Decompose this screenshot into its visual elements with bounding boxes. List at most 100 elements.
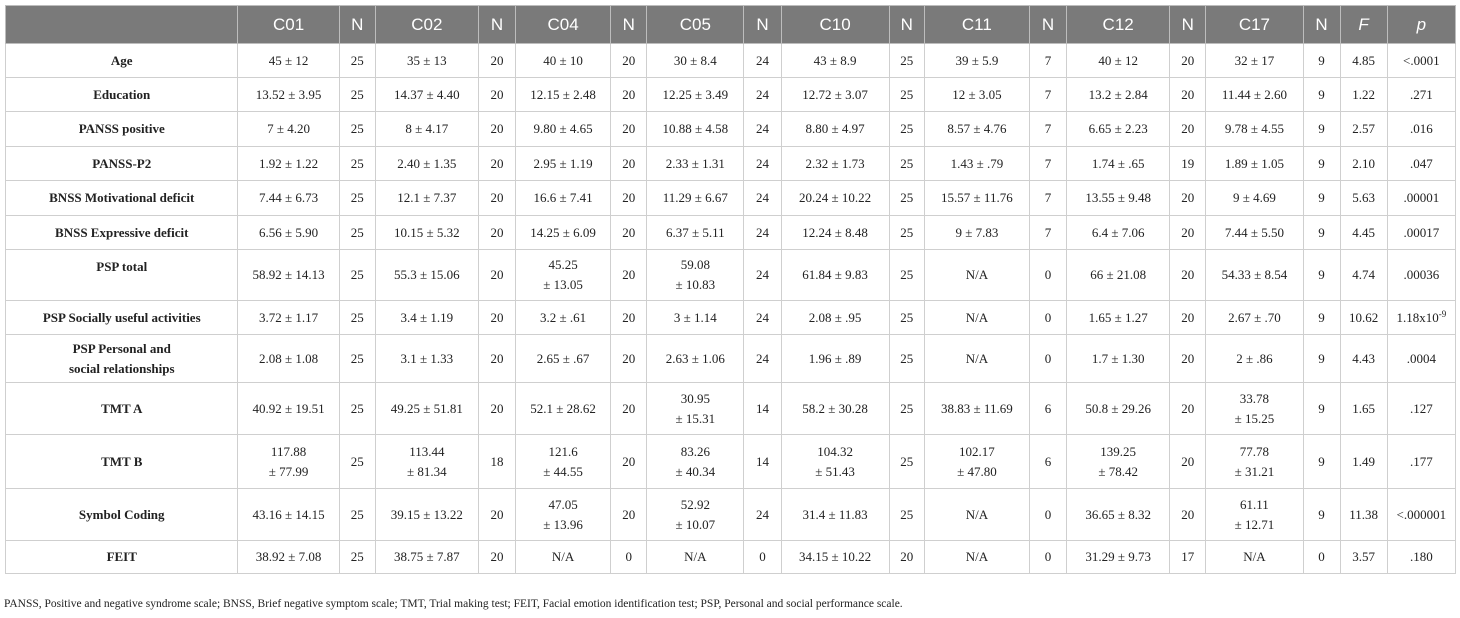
cell-line: 25 xyxy=(900,121,914,136)
table-cell: 1.43 ± .79 xyxy=(923,146,1030,181)
table-cell: 1.96 ± .89 xyxy=(780,334,890,383)
table-cell: 6.65 ± 2.23 xyxy=(1066,111,1171,147)
cell-line: 50.8 ± 29.26 xyxy=(1085,400,1151,416)
cell-line: 9 xyxy=(1318,86,1325,102)
cell-line: 25 xyxy=(350,506,364,522)
table-cell: 2.40 ± 1.35 xyxy=(374,146,479,181)
cell-line: 1.49 xyxy=(1352,453,1375,469)
row-label-line: social relationships xyxy=(68,360,175,376)
cell-line: 12.72 ± 3.07 xyxy=(802,86,868,102)
table-cell: 24 xyxy=(743,488,782,541)
cell-line: 66 ± 21.08 xyxy=(1090,267,1147,282)
cell-line: 47.05 xyxy=(548,496,578,512)
cell-line: 25 xyxy=(350,350,364,366)
table-cell: 33.78 ± 15.25 xyxy=(1205,382,1304,435)
cell-line: 25 xyxy=(350,309,364,325)
cell-line: 25 xyxy=(350,52,364,68)
cell-line: 7 xyxy=(1044,52,1052,68)
cell-line: 9 xyxy=(1318,224,1325,240)
cell-line: 25 xyxy=(900,309,914,325)
cell-line: .271 xyxy=(1409,86,1433,102)
table-cell: 20 xyxy=(1169,215,1207,250)
table-cell: 10.62 xyxy=(1339,300,1388,335)
cell-line: 121.6 xyxy=(548,443,578,459)
table-cell: 20 xyxy=(1169,300,1207,335)
cell-line: N/A xyxy=(965,549,989,564)
cell-line: 9 xyxy=(1318,350,1325,366)
table-cell: 12.15 ± 2.48 xyxy=(514,77,612,112)
cell-line: 20 xyxy=(490,224,504,240)
cell-line: 1.74 ± .65 xyxy=(1091,155,1145,171)
row-label-line: BNSS Motivational deficit xyxy=(49,190,195,205)
table-cell: 0 xyxy=(1028,334,1068,383)
table-row: BNSS Expressive deficit 6.56 ± 5.90 25 10.1… xyxy=(4,215,1457,250)
cell-line: 7 ± 4.20 xyxy=(267,121,311,136)
table-cell: 9 xyxy=(1302,215,1341,250)
cell-line: 83.26 xyxy=(680,443,710,459)
cell-line: 2.67 ± .70 xyxy=(1228,309,1281,325)
cell-line: 4.43 xyxy=(1352,350,1375,366)
table-cell: 39.15 ± 13.22 xyxy=(374,488,479,541)
table-cell: 15.57 ± 11.76 xyxy=(923,180,1030,216)
cell-line: 9.78 ± 4.55 xyxy=(1224,121,1284,136)
cell-line: 6.37 ± 5.11 xyxy=(666,224,725,240)
cell-line: 31.29 ± 9.73 xyxy=(1085,549,1151,564)
table-cell: <.000001 xyxy=(1386,488,1457,541)
table-cell: 4.85 xyxy=(1339,43,1388,78)
cell-line: 12.24 ± 8.48 xyxy=(802,224,868,240)
cell-line: 10.62 xyxy=(1348,309,1379,325)
table-cell: N/A xyxy=(923,540,1030,574)
table-cell: 13.55 ± 9.48 xyxy=(1066,180,1171,216)
cell-line: ± 78.42 xyxy=(1098,463,1138,479)
table-cell: .177 xyxy=(1386,434,1457,489)
column-header: C04 xyxy=(514,5,612,44)
cell-line: 7 xyxy=(1044,190,1052,205)
table-cell: 25 xyxy=(338,249,376,301)
table-cell: 9 xyxy=(1302,249,1341,301)
cell-line: 1.22 xyxy=(1352,86,1375,102)
table-cell: 3.4 ± 1.19 xyxy=(374,300,479,335)
table-cell: 25 xyxy=(888,334,925,383)
table-cell: N/A xyxy=(514,540,612,574)
table-cell: .180 xyxy=(1386,540,1457,574)
table-cell: 50.8 ± 29.26 xyxy=(1066,382,1171,435)
cell-line: 13.2 ± 2.84 xyxy=(1088,86,1148,102)
cell-line: 25 xyxy=(900,224,914,240)
cell-line: 11.44 ± 2.60 xyxy=(1221,86,1287,102)
cell-line: 20 xyxy=(490,506,504,522)
table-cell: 59.08 ± 10.83 xyxy=(646,249,745,301)
table-row: Education 13.52 ± 3.95 25 14.37 ± 4.40 20 12.… xyxy=(4,77,1457,112)
cell-line: .00017 xyxy=(1403,224,1440,240)
cell-line: 2.08 ± 1.08 xyxy=(259,350,319,366)
cell-line: 2.40 ± 1.35 xyxy=(397,155,457,171)
table-cell: N/A xyxy=(923,488,1030,541)
exponent: -9 xyxy=(1438,308,1447,319)
cell-line: N/A xyxy=(684,549,707,564)
table-cell: 25 xyxy=(338,382,376,435)
table-cell: 20 xyxy=(1169,334,1207,383)
cell-line: 7 xyxy=(1044,121,1052,136)
table-cell: N/A xyxy=(1205,540,1304,574)
table-cell: 20 xyxy=(1169,488,1207,541)
table-cell: .00036 xyxy=(1386,249,1457,301)
table-row: TMT B 117.88 ± 77.99 25 113.44 ± 81.34 18 121.6… xyxy=(4,434,1457,489)
column-header: N xyxy=(1028,5,1068,44)
cell-line: 6.56 ± 5.90 xyxy=(259,224,319,240)
table-cell: <.0001 xyxy=(1386,43,1457,78)
cell-line: 102.17 xyxy=(959,443,995,459)
cell-line: .127 xyxy=(1409,400,1433,416)
table-cell: 7 xyxy=(1028,215,1068,250)
cell-line: 20 xyxy=(490,190,504,205)
table-cell: 0 xyxy=(743,540,782,574)
table-cell: 20 xyxy=(477,215,517,250)
cell-line: 36.65 ± 8.32 xyxy=(1085,506,1151,522)
cell-line: 25 xyxy=(350,400,364,416)
cell-line: ± 31.21 xyxy=(1234,463,1275,479)
table-cell: 20.24 ± 10.22 xyxy=(780,180,890,216)
table-cell: 3.57 xyxy=(1339,540,1388,574)
table-cell: 139.25 ± 78.42 xyxy=(1066,434,1171,489)
cell-line: 3.4 ± 1.19 xyxy=(400,309,454,325)
table-cell: 40.92 ± 19.51 xyxy=(237,382,340,435)
table-cell: 1.92 ± 1.22 xyxy=(237,146,340,181)
table-cell: 20 xyxy=(477,540,517,574)
